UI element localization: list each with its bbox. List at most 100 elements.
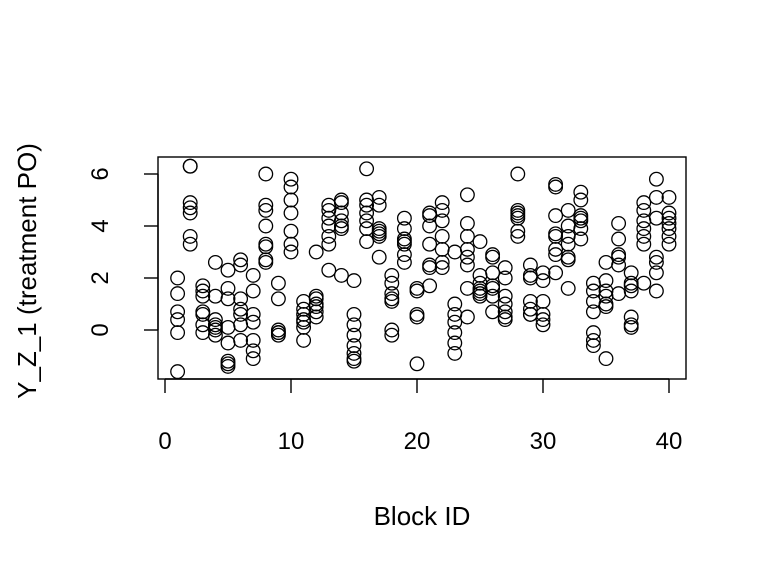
data-point: [333, 205, 349, 221]
data-point: [283, 223, 299, 239]
data-point: [648, 283, 664, 299]
data-point: [447, 345, 463, 361]
data-point: [258, 218, 274, 234]
data-point: [648, 249, 664, 265]
data-point: [346, 317, 362, 333]
data-point: [207, 288, 223, 304]
data-point: [170, 270, 186, 286]
data-point: [195, 288, 211, 304]
data-point: [422, 278, 438, 294]
data-point: [434, 241, 450, 257]
data-point: [170, 304, 186, 320]
data-point: [359, 197, 375, 213]
data-point: [585, 338, 601, 354]
data-point: [535, 293, 551, 309]
data-point: [283, 244, 299, 260]
data-point: [195, 283, 211, 299]
data-point: [359, 221, 375, 237]
data-point: [472, 288, 488, 304]
data-point: [560, 280, 576, 296]
x-axis: 0 10 20 30 40: [158, 378, 683, 455]
data-point: [472, 234, 488, 250]
data-point: [245, 306, 261, 322]
data-point: [459, 280, 475, 296]
data-point: [548, 179, 564, 195]
data-point: [485, 304, 501, 320]
data-point: [220, 358, 236, 374]
x-tick-label: 40: [656, 428, 683, 455]
data-point: [233, 332, 249, 348]
data-point: [396, 247, 412, 263]
data-point: [346, 327, 362, 343]
data-point: [359, 234, 375, 250]
data-point: [661, 205, 677, 221]
data-point: [270, 291, 286, 307]
data-point: [296, 332, 312, 348]
data-point: [497, 288, 513, 304]
data-point: [585, 304, 601, 320]
y-tick-label: 0: [87, 323, 114, 336]
data-point: [195, 278, 211, 294]
data-point: [485, 280, 501, 296]
data-point: [308, 244, 324, 260]
data-point: [459, 257, 475, 273]
data-point: [623, 319, 639, 335]
data-point: [409, 309, 425, 325]
data-point: [170, 286, 186, 302]
data-point: [233, 301, 249, 317]
data-point: [447, 306, 463, 322]
data-point: [459, 187, 475, 203]
data-point: [396, 236, 412, 252]
data-point: [648, 254, 664, 270]
data-point: [220, 262, 236, 278]
data-point: [585, 275, 601, 291]
data-point: [573, 184, 589, 200]
data-point: [548, 241, 564, 257]
data-point: [321, 262, 337, 278]
data-point: [573, 221, 589, 237]
data-point: [333, 221, 349, 237]
data-point: [258, 254, 274, 270]
data-point: [535, 273, 551, 289]
data-point: [447, 314, 463, 330]
data-point: [560, 236, 576, 252]
data-points: [170, 158, 677, 380]
data-point: [459, 241, 475, 257]
data-point: [535, 317, 551, 333]
data-point: [548, 208, 564, 224]
data-point: [182, 158, 198, 174]
data-point: [283, 236, 299, 252]
data-point: [245, 351, 261, 367]
data-point: [321, 236, 337, 252]
data-point: [485, 265, 501, 281]
data-point: [497, 304, 513, 320]
data-point: [560, 252, 576, 268]
data-point: [384, 275, 400, 291]
data-point: [522, 301, 538, 317]
data-point: [384, 322, 400, 338]
data-point: [611, 286, 627, 302]
data-point: [648, 171, 664, 187]
data-point: [333, 195, 349, 211]
data-point: [623, 309, 639, 325]
data-point: [636, 213, 652, 229]
data-point: [510, 223, 526, 239]
data-point: [459, 228, 475, 244]
data-point: [283, 179, 299, 195]
data-point: [409, 283, 425, 299]
data-point: [258, 202, 274, 218]
data-point: [560, 228, 576, 244]
data-point: [245, 332, 261, 348]
data-point: [447, 325, 463, 341]
y-axis: 0 2 4 6: [87, 167, 159, 337]
data-point: [308, 304, 324, 320]
data-point: [245, 343, 261, 359]
data-point: [648, 189, 664, 205]
data-point: [346, 353, 362, 369]
data-point: [170, 312, 186, 328]
data-point: [321, 228, 337, 244]
data-point: [283, 171, 299, 187]
data-point: [245, 267, 261, 283]
data-point: [384, 267, 400, 283]
